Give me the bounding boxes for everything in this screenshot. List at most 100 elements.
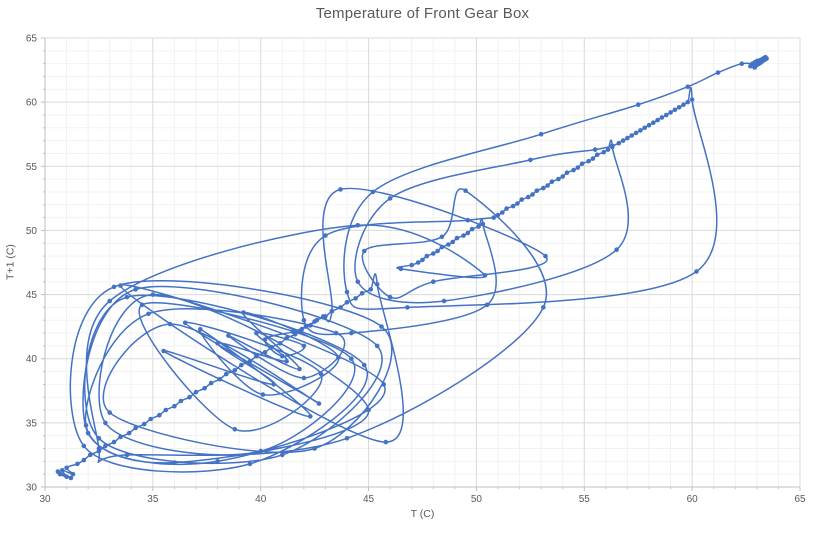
data-point-marker [118,434,123,440]
data-point-marker [405,305,410,310]
data-point-marker [323,233,328,238]
data-point-marker [689,97,695,102]
data-point-marker [651,120,656,125]
axis-lines [44,38,800,488]
y-tick-label: 45 [26,290,38,301]
data-point-marker [465,230,471,236]
data-point-marker [541,305,546,310]
series-line [57,56,768,479]
data-point-marker [525,194,531,200]
data-point-marker [215,341,220,346]
data-point-marker [564,170,570,175]
data-point-marker [465,217,471,223]
data-point-marker [685,84,691,89]
data-point-marker [103,420,108,426]
y-tick-label: 55 [26,162,38,173]
data-point-marker [510,203,516,209]
gridlines-minor [45,38,800,487]
data-point-marker [491,215,497,220]
data-point-marker [590,156,596,161]
data-point-marker [167,321,173,327]
data-point-marker [355,279,361,285]
x-tick-label: 45 [363,494,375,505]
data-point-marker [318,371,324,377]
data-point-marker [70,471,76,477]
data-point-marker [316,401,322,406]
data-point-marker [247,359,253,364]
x-axis-title: T (C) [410,508,435,520]
data-point-marker [530,192,535,197]
data-point-marker [312,319,317,324]
data-point-marker [107,298,112,304]
data-point-marker [269,344,274,350]
series-temperature-lag [55,54,769,481]
data-point-marker [374,282,380,287]
data-point-marker [241,310,246,315]
data-point-marker [362,362,367,368]
gridlines-major [44,37,801,488]
data-point-marker [633,130,639,136]
data-point-marker [387,294,393,300]
data-point-marker [538,131,544,137]
data-point-marker [629,133,634,138]
data-point-marker [642,125,647,131]
x-tick-labels: 30 35 40 45 50 55 60 65 [39,494,806,505]
axis-ticks [41,37,801,491]
data-point-marker [556,176,561,182]
data-point-marker [571,167,576,173]
data-point-marker [133,287,138,292]
data-point-marker [379,324,384,329]
data-point-marker [366,407,371,413]
data-point-marker [381,382,387,387]
data-point-marker [528,157,533,163]
data-point-marker [198,326,203,332]
data-point-marker [254,353,259,359]
data-point-marker [431,279,436,285]
data-point-marker [111,439,117,445]
data-point-marker [280,353,285,359]
data-point-marker [344,289,350,295]
data-point-marker [75,461,80,467]
data-point-marker [96,436,102,441]
data-point-marker [504,206,509,211]
data-point-marker [409,262,415,268]
data-point-marker [664,112,669,118]
data-point-marker [461,233,466,238]
data-point-marker [338,187,343,192]
data-point-marker [685,99,691,105]
data-point-marker [111,284,117,290]
data-point-marker [545,183,550,188]
data-point-marker [172,403,177,409]
data-point-marker [301,317,307,323]
data-point-marker [534,188,540,193]
data-point-marker [370,189,376,195]
data-point-marker [368,287,374,292]
data-point-marker [182,320,188,326]
data-point-marker [284,359,289,364]
data-point-marker [103,443,108,449]
data-point-marker [202,385,207,391]
data-point-marker [124,294,130,300]
data-point-marker [450,239,456,245]
data-point-marker [336,355,341,360]
data-point-marker [118,283,123,288]
data-point-marker [148,416,153,422]
y-axis-title: T+1 (C) [4,244,17,280]
data-point-marker [480,221,486,227]
data-point-marker [299,326,305,332]
data-point-marker [226,333,231,338]
data-point-marker [355,223,361,228]
data-point-marker [420,257,425,263]
y-tick-labels: 30 35 40 45 50 55 60 65 [26,34,38,494]
data-point-marker [239,362,244,368]
data-point-marker [344,436,350,441]
data-point-marker [258,448,264,454]
data-point-marker [68,475,74,481]
data-point-marker [64,465,69,471]
data-point-marker [321,314,326,319]
data-point-marker [57,471,63,477]
data-point-marker [146,311,151,317]
data-point-marker [329,308,335,314]
data-point-marker [638,128,643,133]
